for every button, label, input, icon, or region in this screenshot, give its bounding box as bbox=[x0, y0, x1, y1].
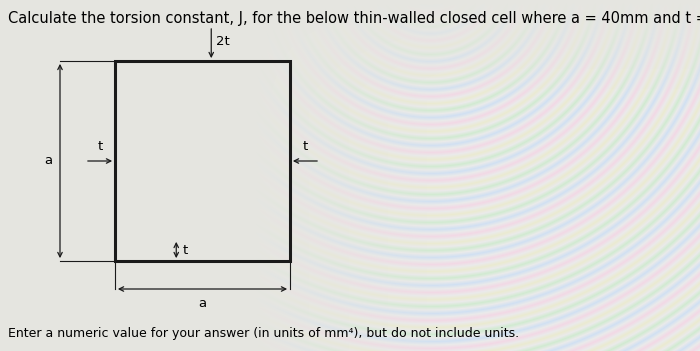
Text: a: a bbox=[44, 154, 52, 167]
Text: a: a bbox=[198, 297, 206, 310]
Text: Calculate the torsion constant, J, for the below thin-walled closed cell where a: Calculate the torsion constant, J, for t… bbox=[8, 11, 700, 26]
Text: t: t bbox=[302, 140, 307, 153]
Bar bbox=[115, 61, 290, 261]
Text: t: t bbox=[182, 244, 188, 257]
Text: Enter a numeric value for your answer (in units of mm⁴), but do not include unit: Enter a numeric value for your answer (i… bbox=[8, 326, 519, 339]
Text: 2t: 2t bbox=[216, 35, 230, 48]
Text: t: t bbox=[97, 140, 103, 153]
